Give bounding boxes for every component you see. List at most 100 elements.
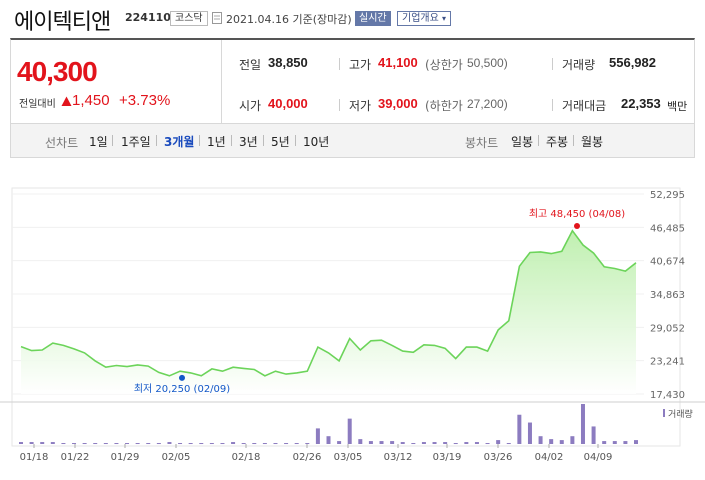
chart-frame (11, 187, 681, 447)
open-label: 시가 (239, 99, 262, 113)
x-tick-label: 03/26 (484, 452, 513, 463)
period-1d[interactable]: 1일 (89, 135, 108, 149)
high-label: 고가 (349, 58, 372, 72)
volume-bar (167, 442, 172, 444)
candle-chart-label: 봉차트 (465, 136, 499, 150)
volume-bar (241, 443, 246, 445)
volume-value: 556,982 (609, 55, 656, 70)
price-chart-svg: 52,295 46,485 40,674 34,863 29,052 23,241 17,4… (0, 187, 705, 463)
period-separator (199, 135, 200, 146)
x-tick-label: 02/18 (232, 452, 261, 463)
base-date: 2021.04.16 기준(장마감) (226, 13, 352, 26)
period-1w[interactable]: 1주일 (121, 135, 151, 149)
volume-bar (262, 443, 267, 445)
volume-bar (188, 443, 193, 445)
volume-bar (602, 441, 607, 444)
volume-bar (634, 440, 638, 444)
company-overview-label: 기업개요 (402, 13, 439, 24)
period-selector: 선차트 1일 1주일 3개월 1년 3년 5년 10년 봉차트 일봉 주봉 월봉 (10, 124, 695, 158)
stock-code: 224110 (125, 11, 171, 24)
company-name: 에이텍티앤 (14, 10, 111, 35)
period-separator (573, 135, 574, 146)
volume-bar (443, 442, 448, 444)
volume-bar (549, 439, 554, 444)
y-tick-label: 17,430 (650, 390, 685, 401)
amount-label: 거래대금 (562, 99, 607, 113)
volume-bar (93, 443, 98, 445)
volume-bar (591, 426, 596, 444)
prev-close-label: 전일 (239, 58, 262, 72)
volume-bar (559, 440, 564, 444)
change-label: 전일대비 (19, 99, 56, 110)
volume-bar (411, 443, 416, 445)
upper-limit-value: 50,500) (467, 56, 508, 70)
volume-bar (273, 443, 278, 445)
volume-bar (284, 443, 289, 445)
low-value: 39,000 (378, 96, 418, 111)
volume-bar (358, 439, 363, 444)
period-5y[interactable]: 5년 (271, 135, 290, 149)
volume-bar (326, 436, 331, 444)
current-price: 40,300 (17, 56, 98, 87)
x-tick-label: 04/02 (535, 452, 564, 463)
period-separator (295, 135, 296, 146)
x-tick-label: 02/26 (293, 452, 322, 463)
high-value: 41,100 (378, 55, 418, 70)
document-icon (212, 12, 222, 24)
volume-bar (379, 441, 384, 444)
volume-bar (474, 442, 479, 444)
volume-bar (347, 418, 352, 444)
volume-bar (517, 414, 522, 444)
amount-unit: 백만 (667, 100, 688, 113)
prev-close-value: 38,850 (268, 55, 308, 70)
upper-limit-label: (상한가 (425, 58, 463, 72)
y-tick-label: 23,241 (650, 357, 685, 368)
stat-separator (552, 99, 553, 111)
volume-bar (496, 440, 501, 444)
lower-limit-label: (하한가 (425, 99, 463, 113)
x-tick-label: 01/29 (111, 452, 140, 463)
volume-bar (146, 443, 151, 445)
realtime-badge[interactable]: 실시간 (355, 11, 391, 26)
period-separator (263, 135, 264, 146)
volume-bar (220, 443, 225, 445)
low-annotation: 최저 20,250 (02/09) (134, 383, 230, 395)
volume-bar (252, 443, 257, 445)
volume-bar (103, 443, 108, 445)
volume-bar (400, 442, 405, 444)
high-marker (574, 223, 580, 230)
volume-bar (453, 443, 458, 445)
period-3m[interactable]: 3개월 (164, 135, 195, 149)
volume-bar (61, 443, 66, 445)
high-annotation: 최고 48,450 (04/08) (529, 208, 625, 220)
volume-label: 거래량 (562, 58, 596, 72)
y-tick-label: 52,295 (650, 190, 685, 201)
candle-weekly[interactable]: 주봉 (546, 135, 569, 149)
volume-bar (527, 422, 532, 444)
period-1y[interactable]: 1년 (207, 135, 226, 149)
panel-divider (221, 40, 222, 124)
volume-bar (368, 441, 373, 444)
volume-bar (209, 443, 214, 445)
change-value: 1,450 (72, 92, 110, 109)
company-overview-button[interactable]: 기업개요 ▾ (397, 11, 452, 26)
period-3y[interactable]: 3년 (239, 135, 258, 149)
volume-bar (623, 441, 628, 444)
candle-daily[interactable]: 일봉 (511, 135, 534, 149)
volume-bar (570, 436, 575, 444)
volume-bar (178, 443, 183, 445)
x-tick-label: 04/09 (584, 452, 613, 463)
candle-monthly[interactable]: 월봉 (581, 135, 604, 149)
line-chart-label: 선차트 (45, 136, 79, 150)
volume-legend: 거래량 (668, 408, 693, 420)
period-separator (156, 135, 157, 146)
volume-bar (231, 442, 236, 444)
stat-separator (552, 58, 553, 70)
period-10y[interactable]: 10년 (303, 135, 330, 149)
x-tick-label: 03/12 (384, 452, 413, 463)
volume-bar (114, 443, 119, 445)
volume-bar (82, 443, 87, 445)
low-marker (179, 374, 185, 381)
volume-bar (72, 443, 77, 445)
volume-bar (580, 404, 585, 444)
